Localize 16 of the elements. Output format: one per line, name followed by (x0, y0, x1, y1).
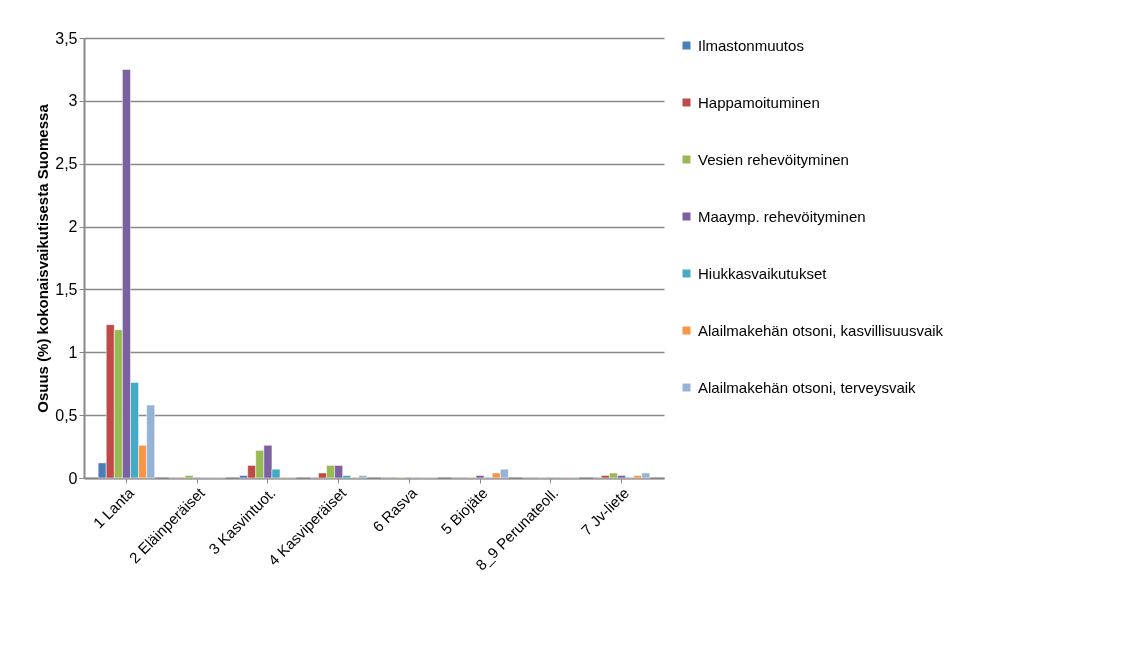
legend-label: Happamoituminen (698, 93, 820, 111)
y-tick-label: 1,5 (55, 280, 78, 298)
y-tick-label: 2 (68, 218, 78, 236)
legend-label: Ilmastonmuutos (698, 36, 804, 54)
y-tick-label: 3 (68, 92, 78, 110)
y-tick-label: 3,5 (55, 29, 78, 47)
legend-label: Alailmakehän otsoni, kasvillisuusvaik (698, 321, 944, 339)
legend-label: Maaymp. rehevöityminen (698, 207, 866, 225)
y-tick-label: 0,5 (55, 406, 78, 424)
legend-label: Hiukkasvaikutukset (698, 264, 828, 282)
legend-label: Alailmakehän otsoni, terveysvaik (698, 378, 917, 396)
y-tick-label: 2,5 (55, 155, 78, 173)
y-axis-title: Osuus (%) kokonaisvaikutisesta Suomessa (34, 103, 52, 413)
legend-label: Vesien rehevöityminen (698, 150, 849, 168)
y-tick-label: 1 (68, 343, 78, 361)
y-tick-label: 0 (68, 469, 78, 487)
